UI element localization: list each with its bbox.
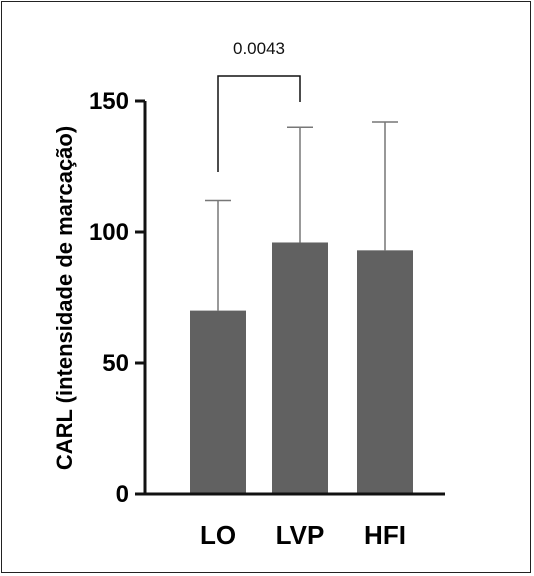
bar-lvp	[272, 242, 328, 494]
x-tick-label-lo: LO	[200, 520, 236, 550]
x-tick-label-hfi: HFI	[364, 520, 406, 550]
bar-hfi	[357, 250, 413, 494]
y-tick-label: 50	[102, 350, 129, 377]
y-axis-label: CARL (intensidade de marcação)	[52, 126, 77, 470]
y-tick-label: 100	[89, 219, 129, 246]
y-tick-label: 150	[89, 88, 129, 115]
bar-lo	[190, 310, 246, 494]
x-tick-label-lvp: LVP	[276, 520, 325, 550]
y-tick-label: 0	[116, 481, 129, 508]
significance-pvalue: 0.0043	[233, 39, 285, 58]
significance-bracket	[217, 75, 301, 172]
